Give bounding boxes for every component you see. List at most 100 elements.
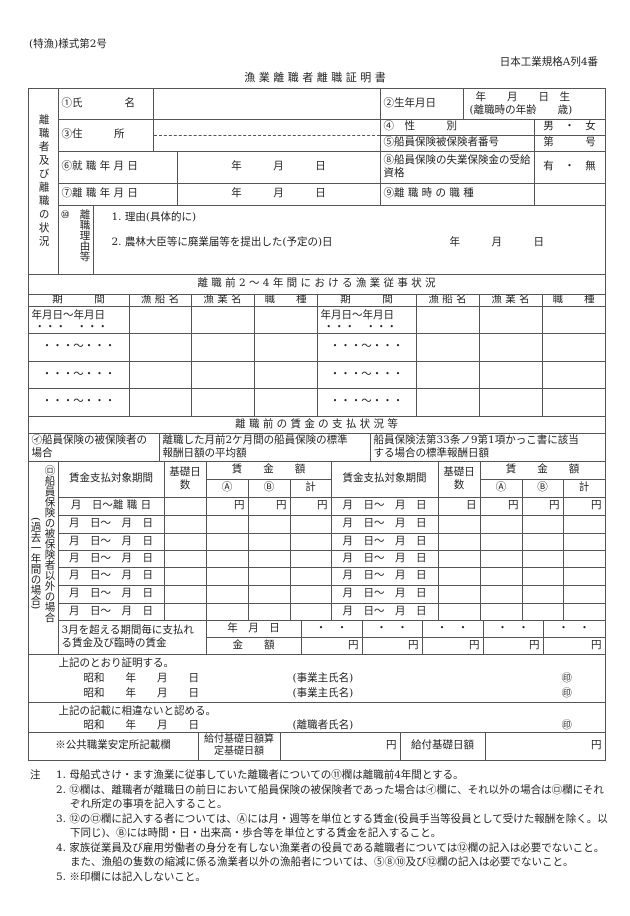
fishing-cell[interactable] bbox=[190, 387, 255, 417]
wage-amount-cell[interactable] bbox=[289, 549, 332, 568]
period-cell[interactable]: ・・・〜・・・ bbox=[316, 360, 417, 389]
base-days-cell[interactable]: 日 bbox=[437, 496, 481, 516]
wage-amount-cell[interactable] bbox=[562, 584, 606, 604]
wage-amount-cell[interactable] bbox=[521, 514, 564, 534]
fishing-cell[interactable] bbox=[541, 360, 606, 389]
fishing-cell[interactable] bbox=[541, 305, 606, 334]
wage-amount-cell[interactable] bbox=[205, 514, 249, 534]
wage-amount-cell[interactable] bbox=[521, 602, 564, 621]
base-days-cell[interactable] bbox=[163, 584, 207, 604]
wage-period-cell[interactable]: 月 日〜 月 日 bbox=[330, 584, 439, 604]
fishing-cell[interactable] bbox=[478, 387, 543, 417]
wage-amount-cell[interactable] bbox=[247, 532, 291, 551]
address-field[interactable] bbox=[152, 118, 381, 152]
wage-period-cell[interactable]: 月 日〜 月 日 bbox=[330, 549, 439, 568]
wage-amount-cell[interactable] bbox=[205, 584, 249, 604]
wage-amount-cell[interactable] bbox=[479, 549, 523, 568]
wage-period-cell[interactable]: 月 日〜 月 日 bbox=[57, 566, 165, 586]
wage-amount-cell[interactable]: 円 bbox=[247, 496, 291, 516]
wage-amount-cell[interactable] bbox=[247, 602, 291, 621]
fishing-cell[interactable] bbox=[541, 332, 606, 362]
fishing-cell[interactable] bbox=[415, 360, 480, 389]
fishing-cell[interactable] bbox=[415, 332, 480, 362]
fishing-cell[interactable] bbox=[478, 305, 543, 334]
bonus-amount-cell[interactable]: 円 bbox=[482, 636, 544, 655]
wage-amount-cell[interactable] bbox=[479, 584, 523, 604]
wage-period-cell[interactable]: 月 日〜 月 日 bbox=[57, 514, 165, 534]
fishing-cell[interactable] bbox=[478, 360, 543, 389]
period-cell[interactable]: ・・・〜・・・ bbox=[27, 387, 130, 417]
wage-period-cell[interactable]: 月 日〜 月 日 bbox=[57, 602, 165, 621]
separation-date-field[interactable]: 年 月 日 bbox=[176, 182, 381, 206]
fishing-cell[interactable] bbox=[415, 387, 480, 417]
wage-amount-cell[interactable] bbox=[289, 514, 332, 534]
base-days-cell[interactable] bbox=[437, 549, 481, 568]
wage-period-cell[interactable]: 月 日〜 月 日 bbox=[57, 549, 165, 568]
bonus-date-cell[interactable]: ・ ・ bbox=[300, 619, 363, 638]
wage-amount-cell[interactable] bbox=[205, 549, 249, 568]
fishing-cell[interactable] bbox=[415, 305, 480, 334]
wage-amount-cell[interactable] bbox=[205, 566, 249, 586]
bonus-amount-cell[interactable]: 円 bbox=[421, 636, 484, 655]
wage-amount-cell[interactable]: 円 bbox=[205, 496, 249, 516]
wage-amount-cell[interactable] bbox=[479, 602, 523, 621]
wage-amount-cell[interactable] bbox=[247, 584, 291, 604]
wage-amount-cell[interactable] bbox=[479, 566, 523, 586]
bonus-amount-cell[interactable]: 円 bbox=[361, 636, 423, 655]
wage-amount-cell[interactable] bbox=[521, 566, 564, 586]
wage-period-cell[interactable]: 月 日〜 月 日 bbox=[330, 514, 439, 534]
fishing-cell[interactable] bbox=[128, 305, 192, 334]
wage-amount-cell[interactable] bbox=[521, 532, 564, 551]
wage-amount-cell[interactable] bbox=[289, 602, 332, 621]
birth-field[interactable]: 年 月 日 生 (離職時の年齢 歳) bbox=[462, 87, 606, 120]
fishing-cell[interactable] bbox=[190, 332, 255, 362]
wage-amount-cell[interactable] bbox=[562, 549, 606, 568]
wage-amount-cell[interactable] bbox=[247, 566, 291, 586]
wage-amount-cell[interactable] bbox=[289, 532, 332, 551]
fishing-cell[interactable] bbox=[190, 305, 255, 334]
name-field[interactable] bbox=[152, 87, 381, 120]
wage-period-cell[interactable]: 月 日〜 月 日 bbox=[330, 602, 439, 621]
period-cell[interactable]: 年月日〜年月日 ・・・ ・・・ bbox=[27, 305, 130, 334]
base-days-cell[interactable] bbox=[437, 584, 481, 604]
base-days-cell[interactable] bbox=[437, 514, 481, 534]
bonus-date-cell[interactable]: ・ ・ bbox=[361, 619, 423, 638]
wage-amount-cell[interactable] bbox=[521, 584, 564, 604]
wage-period-cell[interactable]: 月 日〜 月 日 bbox=[57, 584, 165, 604]
base-days-cell[interactable] bbox=[437, 602, 481, 621]
wage-amount-cell[interactable] bbox=[289, 566, 332, 586]
wage-amount-cell[interactable] bbox=[247, 549, 291, 568]
base-days-cell[interactable] bbox=[163, 602, 207, 621]
period-cell[interactable]: ・・・〜・・・ bbox=[316, 332, 417, 362]
wage-amount-cell[interactable] bbox=[562, 566, 606, 586]
bonus-amount-cell[interactable]: 円 bbox=[300, 636, 363, 655]
wage-period-cell[interactable]: 月 日〜 月 日 bbox=[330, 532, 439, 551]
fishing-cell[interactable] bbox=[128, 387, 192, 417]
fishing-cell[interactable] bbox=[190, 360, 255, 389]
bonus-date-cell[interactable]: ・ ・ bbox=[482, 619, 544, 638]
wage-amount-cell[interactable] bbox=[247, 514, 291, 534]
wage-amount-cell[interactable] bbox=[205, 532, 249, 551]
fishing-cell[interactable] bbox=[253, 332, 318, 362]
base-days-cell[interactable] bbox=[163, 566, 207, 586]
calc-base-field[interactable]: 円 bbox=[279, 731, 401, 761]
period-cell[interactable]: ・・・〜・・・ bbox=[27, 332, 130, 362]
wage-amount-cell[interactable] bbox=[562, 532, 606, 551]
base-days-cell[interactable] bbox=[437, 532, 481, 551]
benefit-base-field[interactable]: 円 bbox=[484, 731, 606, 761]
wage-amount-cell[interactable] bbox=[479, 532, 523, 551]
eligibility-field[interactable]: 有 ・ 無 bbox=[533, 150, 606, 184]
fishing-cell[interactable] bbox=[128, 360, 192, 389]
wage-amount-cell[interactable] bbox=[479, 514, 523, 534]
wage-period-cell[interactable]: 月 日〜離 職 日 bbox=[57, 496, 165, 516]
wage-amount-cell[interactable] bbox=[562, 514, 606, 534]
wage-amount-cell[interactable]: 円 bbox=[479, 496, 523, 516]
base-days-cell[interactable] bbox=[163, 514, 207, 534]
wage-amount-cell[interactable]: 円 bbox=[562, 496, 606, 516]
period-cell[interactable]: ・・・〜・・・ bbox=[316, 387, 417, 417]
base-days-cell[interactable] bbox=[437, 566, 481, 586]
bonus-date-cell[interactable]: ・ ・ bbox=[421, 619, 484, 638]
fishing-cell[interactable] bbox=[253, 305, 318, 334]
wage-amount-cell[interactable]: 円 bbox=[521, 496, 564, 516]
wage-amount-cell[interactable] bbox=[562, 602, 606, 621]
